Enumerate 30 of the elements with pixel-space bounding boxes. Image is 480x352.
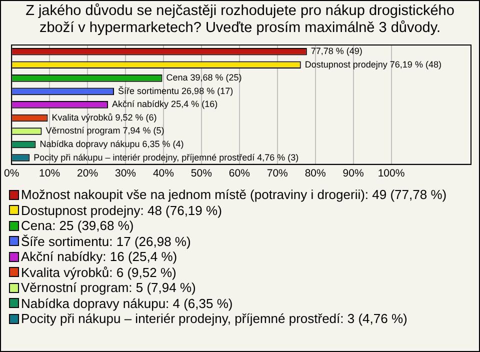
text: Možnost nakoupit vše na jednom místě (potraviny i drogerii): 49 (77,78 %) (21, 187, 447, 202)
x-tick-label: 10% (39, 168, 60, 180)
data-label: Kvalita výrobků 9,52 % (6) (52, 112, 157, 122)
chart-title: Z jakého důvodu se nejčastěji rozhodujete pro nákup drogistického zboží v hypermarketech? Uveďte prosím maximálně 3 důvody. (24, 2, 456, 38)
x-tick-label: 0% (4, 168, 20, 180)
data-label: Nabídka dopravy nákupu 6,35 % (4) (40, 138, 184, 149)
x-tick-label: 60% (228, 168, 250, 180)
data-label: Věrnostní program 7,94 % (5) (46, 126, 164, 136)
data-label: Cena 39,68 % (25) (166, 72, 242, 83)
text: Dostupnost prodejny: 48 (76,19 %) (21, 202, 222, 218)
x-tick-label: 90% (342, 168, 364, 180)
text: Akční nabídky: 16 (25,4 %) (21, 249, 178, 264)
text: Nabídka dopravy nákupu: 4 (6,35 %) (21, 296, 233, 311)
data-label: Dostupnost prodejny 76,19 % (48) (304, 59, 442, 70)
x-tick-label: 50% (190, 168, 212, 180)
data-label: Pocity při nákupu – interiér prodejny, příjemné prostředí 4,76 % (3) (34, 152, 299, 162)
text: Věrnostní program: 5 (7,94 %) (21, 280, 196, 296)
x-tick-label: 40% (152, 168, 174, 180)
data-label: Akční nabídky 25,4 % (16) (112, 99, 218, 110)
text: Cena: 25 (39,68 %) (21, 218, 134, 234)
text: Kvalita výrobků: 6 (9,52 %) (21, 264, 176, 280)
data-label: Šíře sortimentu 26,98 % (17) (118, 86, 234, 96)
x-tick-label: 80% (304, 168, 326, 180)
text: Šíře sortimentu: 17 (26,98 %) (21, 234, 191, 249)
x-tick-label: 70% (266, 168, 288, 180)
x-tick-label: 100% (378, 168, 405, 180)
x-tick-label: 20% (77, 168, 98, 180)
x-tick-label: 30% (114, 168, 136, 180)
data-label: 77,78 % (49) (310, 46, 362, 56)
text: Pocity při nákupu – interiér prodejny, příjemné prostředí: 3 (4,76 %) (21, 311, 408, 326)
